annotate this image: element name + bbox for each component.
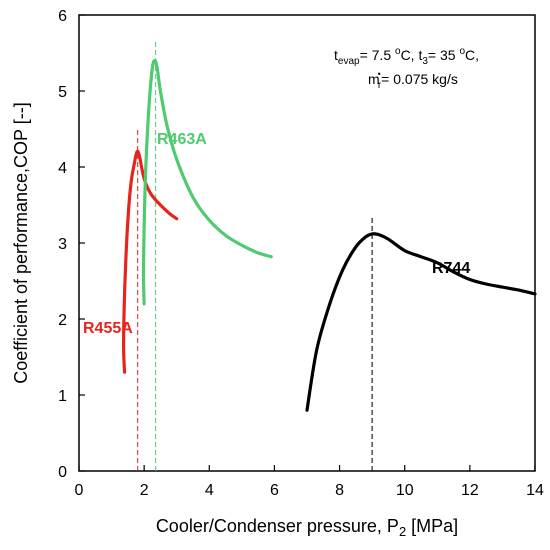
y-tick-label: 3 (58, 236, 67, 253)
x-tick-label: 10 (396, 482, 414, 499)
series-label-r744: R744 (432, 260, 470, 277)
optimum-pressure-lines (137, 39, 373, 471)
y-tick-label: 0 (58, 464, 67, 481)
y-axis-label: Coefficient of performance,COP [--] (11, 102, 31, 383)
x-tick-label: 0 (75, 482, 84, 499)
curve-r744 (305, 232, 537, 412)
y-axis-ticks: 0 1 2 3 4 5 6 (58, 8, 85, 481)
x-tick-label: 2 (140, 482, 149, 499)
y-tick-label: 2 (58, 312, 67, 329)
y-tick-label: 1 (58, 388, 67, 405)
y-tick-label: 5 (58, 84, 67, 101)
cop-curves (121, 59, 537, 412)
conditions-annotation-line2: m• r= 0.075 kg/s (368, 69, 458, 91)
series-label-r455a: R455A (83, 320, 133, 337)
x-tick-label: 12 (461, 482, 479, 499)
x-axis-ticks: 0 2 4 6 8 10 12 14 (75, 465, 544, 499)
x-tick-label: 6 (270, 482, 279, 499)
x-tick-label: 4 (205, 482, 214, 499)
x-tick-label: 8 (335, 482, 344, 499)
curve-r463a (141, 59, 273, 306)
curve-r455a (121, 149, 179, 374)
y-tick-label: 4 (58, 160, 67, 177)
x-axis-label: Cooler/Condenser pressure, P2 [MPa] (156, 516, 458, 539)
y-tick-label: 6 (58, 8, 67, 25)
x-tick-label: 14 (526, 482, 544, 499)
series-label-r463a: R463A (157, 131, 207, 148)
conditions-annotation-line1: tevap= 7.5 oC, t3= 35 oC, (334, 46, 479, 67)
